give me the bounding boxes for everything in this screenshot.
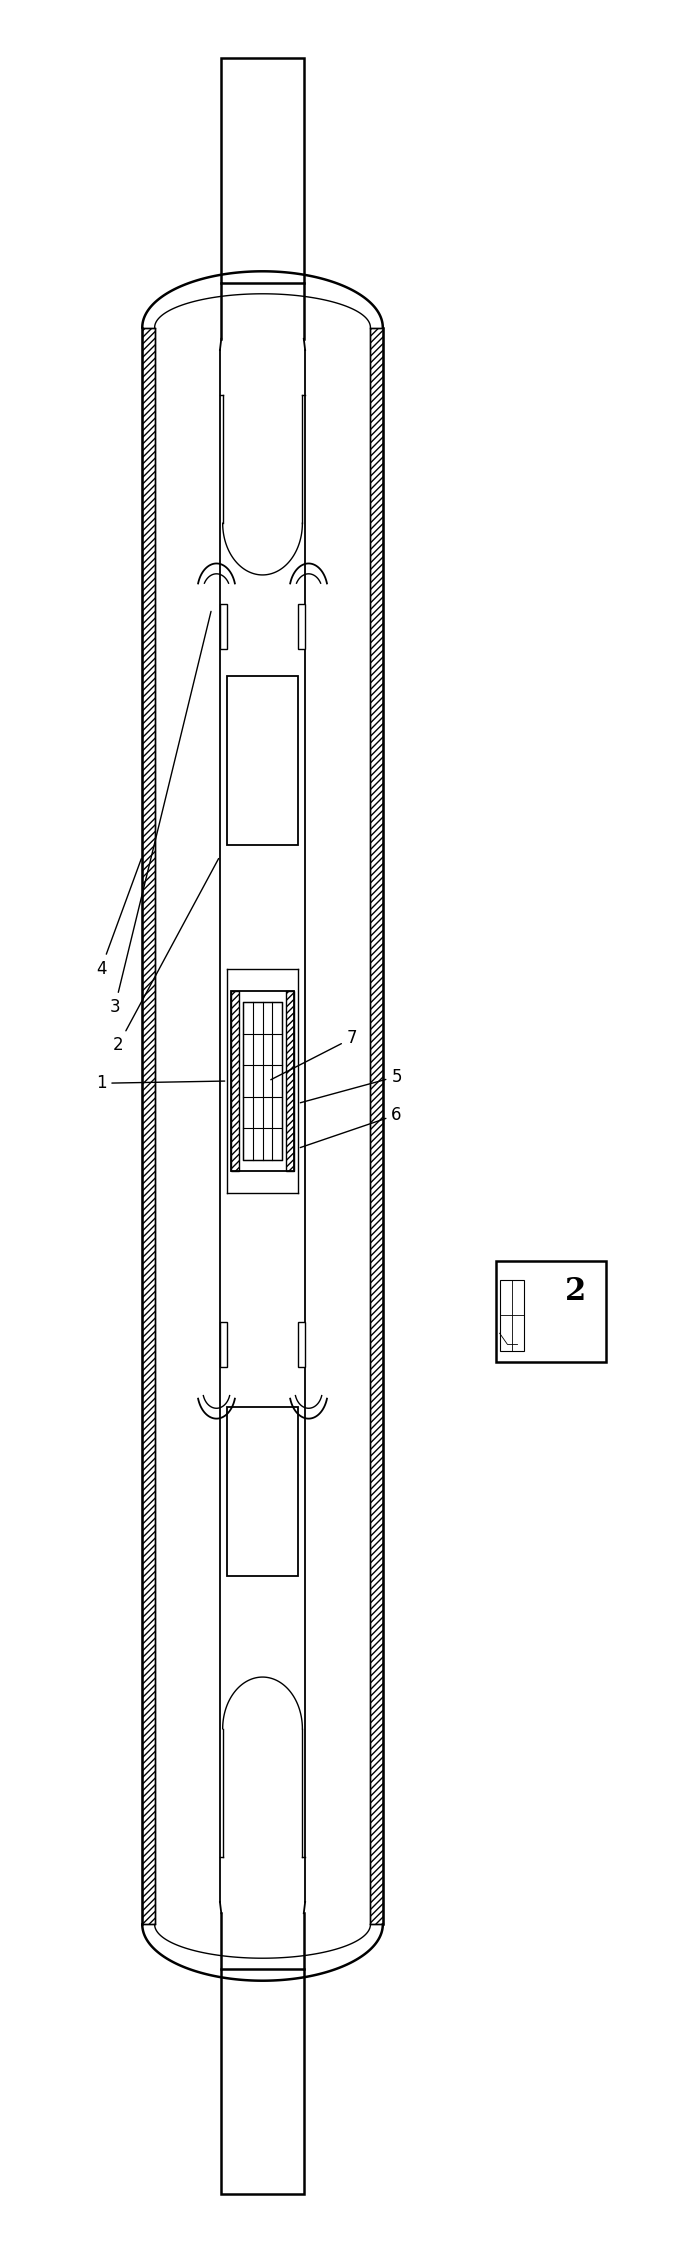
- Bar: [298, 604, 305, 649]
- Bar: [496, 1261, 606, 1362]
- Text: 1: 1: [96, 1074, 225, 1092]
- Bar: [298, 1322, 305, 1367]
- Bar: [227, 1408, 298, 1576]
- Bar: [227, 676, 298, 844]
- Bar: [220, 604, 227, 649]
- Bar: [220, 1322, 227, 1367]
- Text: 6: 6: [300, 1106, 402, 1149]
- Bar: [371, 327, 383, 1925]
- Text: 4: 4: [96, 858, 141, 977]
- Text: 7: 7: [270, 1029, 357, 1079]
- Bar: [231, 991, 294, 1171]
- Text: 3: 3: [110, 610, 211, 1016]
- Bar: [286, 991, 294, 1171]
- Bar: [221, 59, 304, 282]
- Text: 2: 2: [564, 1277, 586, 1306]
- Bar: [221, 1970, 304, 2193]
- Bar: [500, 1279, 524, 1351]
- Bar: [142, 327, 155, 1925]
- Bar: [231, 991, 239, 1171]
- Bar: [244, 1002, 282, 1160]
- Text: 5: 5: [300, 1067, 402, 1103]
- Text: 2: 2: [113, 858, 219, 1054]
